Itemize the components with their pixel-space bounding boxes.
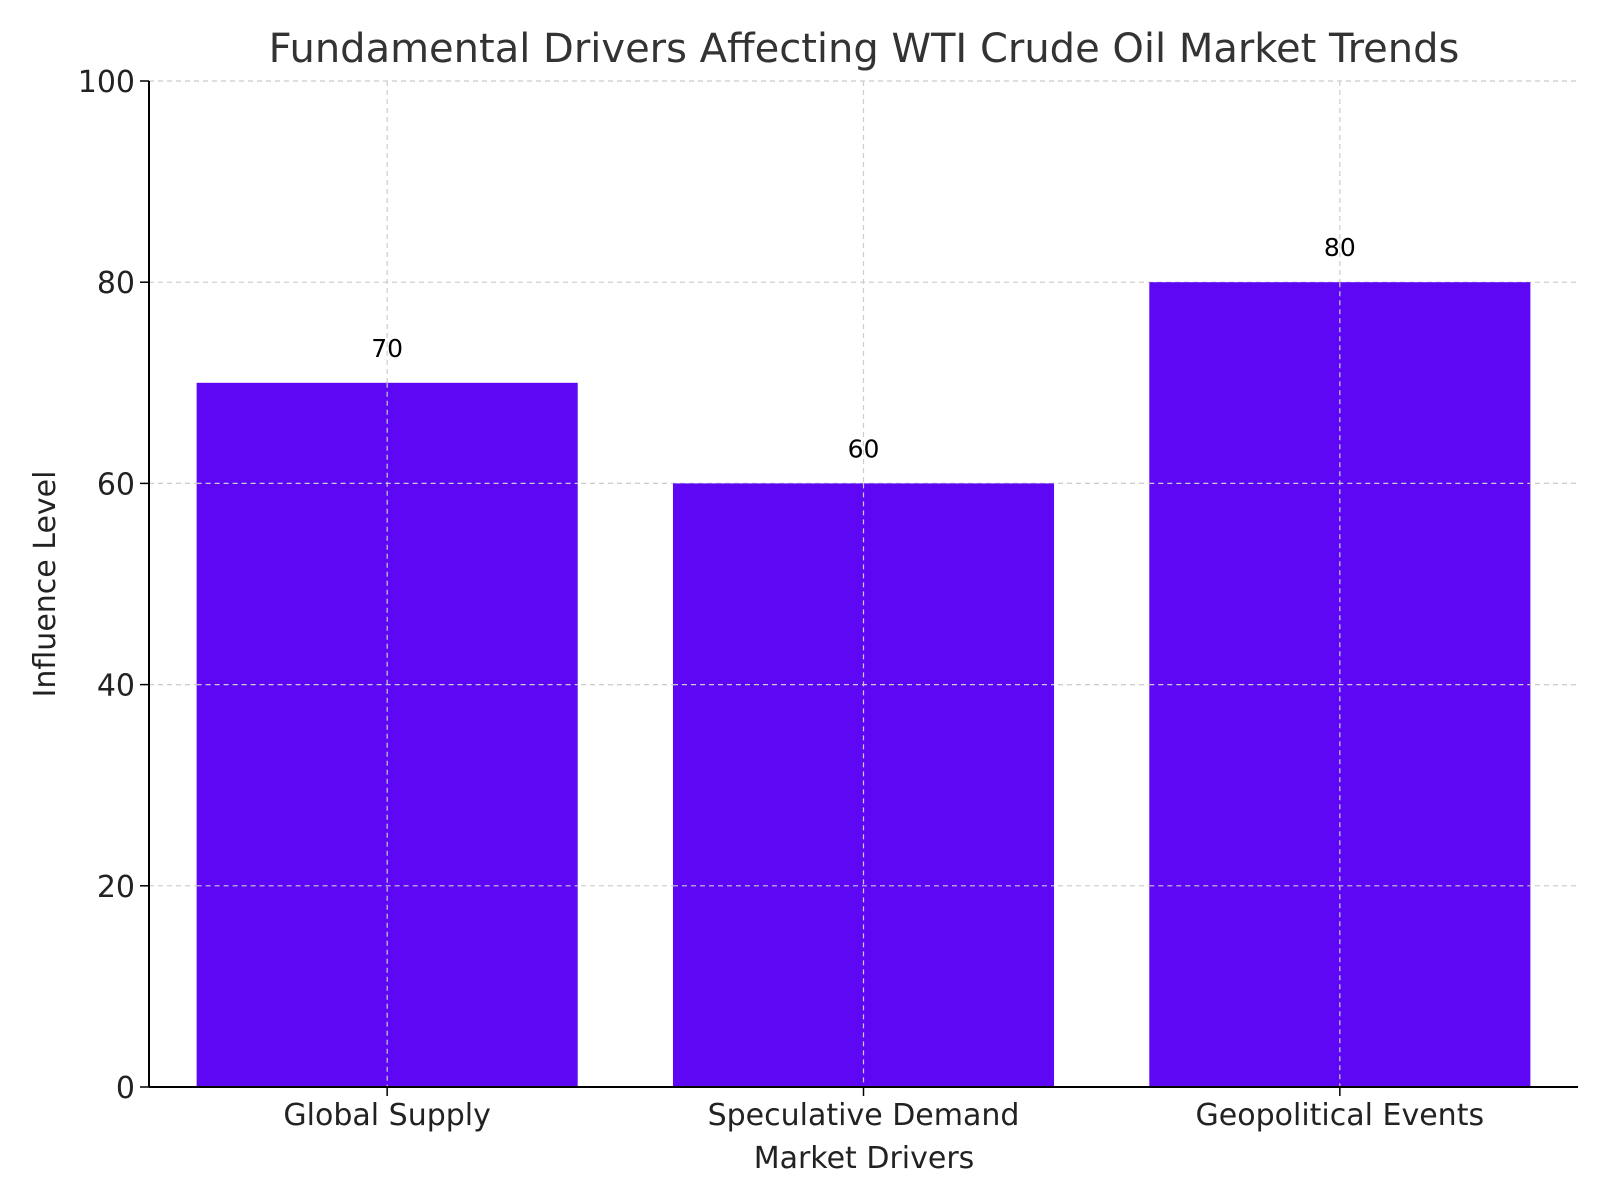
- bar-value-label: 60: [848, 434, 880, 463]
- y-tick-label: 60: [97, 467, 135, 502]
- x-tick-label: Speculative Demand: [708, 1098, 1020, 1133]
- chart-title: Fundamental Drivers Affecting WTI Crude …: [269, 26, 1460, 72]
- y-tick-label: 80: [97, 266, 135, 301]
- y-axis-title: Influence Level: [28, 471, 63, 698]
- y-tick-label: 0: [116, 1071, 135, 1106]
- y-tick-label: 20: [97, 870, 135, 905]
- bar-value-label: 80: [1324, 233, 1356, 262]
- y-tick-label: 100: [78, 65, 135, 100]
- data-labels: 70 60 80: [371, 233, 1355, 463]
- y-tick-label: 40: [97, 669, 135, 704]
- x-axis-title: Market Drivers: [754, 1141, 975, 1176]
- bar-value-label: 70: [371, 334, 403, 363]
- ticks: 0 20 40 60 80 100 Global Supply Speculative Dem…: [78, 65, 1484, 1133]
- bars: [196, 282, 1531, 1087]
- x-tick-label: Global Supply: [283, 1098, 490, 1133]
- x-tick-label: Geopolitical Events: [1196, 1098, 1485, 1133]
